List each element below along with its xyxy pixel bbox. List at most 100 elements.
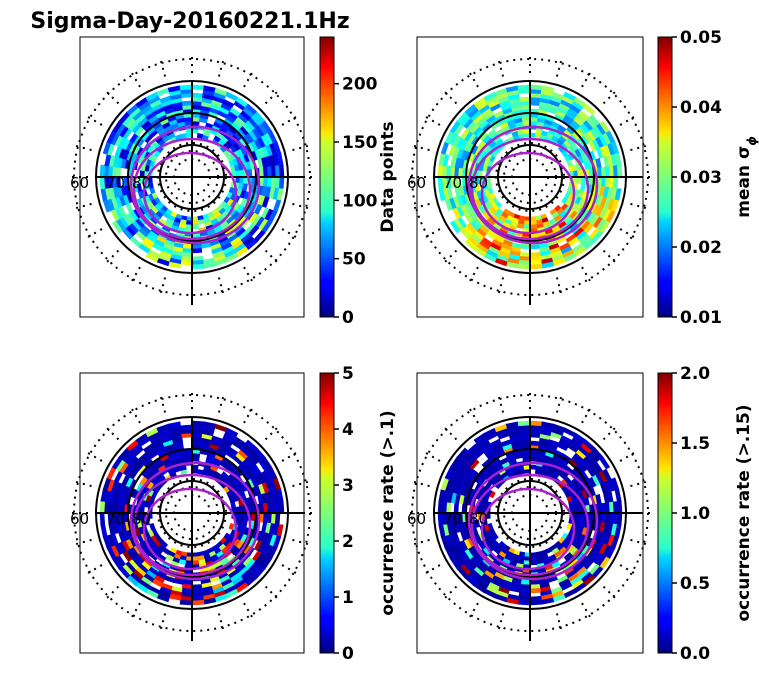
oval-contour-line <box>132 473 252 577</box>
radial-dotted-tick <box>217 394 225 413</box>
radial-dotted-tick <box>85 564 103 575</box>
heatmap-cell <box>456 447 469 460</box>
radial-dotted-tick <box>292 144 311 152</box>
radial-dotted-tick <box>292 480 311 488</box>
colorbar-tick-label: 0 <box>342 308 354 328</box>
radial-dotted-tick <box>292 202 311 210</box>
latitude-label: 60 <box>70 510 89 528</box>
latitude-label: 80 <box>469 174 488 192</box>
radial-dotted-tick <box>555 277 563 296</box>
radial-dotted-tick <box>581 406 592 424</box>
heatmap-cell <box>191 599 205 606</box>
colorbar-tick-label: 5 <box>342 364 354 384</box>
radial-dotted-tick <box>423 228 441 239</box>
oval-contours <box>129 125 261 245</box>
colorbar-tick-label: 1 <box>342 588 354 608</box>
radial-dotted-tick <box>581 266 592 284</box>
heatmap-cell <box>616 164 623 178</box>
radial-dotted-tick <box>264 585 279 600</box>
heatmap-cell <box>191 84 205 91</box>
radial-dotted-tick <box>411 480 430 488</box>
radial-dotted-tick <box>619 451 637 462</box>
colorbar-tick-label: 2.0 <box>680 364 710 384</box>
heatmap-cell <box>99 176 106 190</box>
radial-dotted-tick <box>411 144 430 152</box>
radial-dotted-tick <box>497 613 505 632</box>
heatmap-cell <box>517 599 531 606</box>
heatmap-cell <box>278 176 285 190</box>
heatmap-cell <box>529 244 540 250</box>
radial-dotted-tick <box>411 538 430 546</box>
colorbar-tick-label: 2 <box>342 532 354 552</box>
radial-dotted-tick <box>581 602 592 620</box>
colorbar-gradient <box>657 36 673 318</box>
colorbar-label: mean σϕ <box>734 136 759 218</box>
colorbar-label: occurrence rate (>.1) <box>378 410 398 615</box>
figure-title: Sigma-Day-20160221.1Hz <box>30 9 349 34</box>
colorbar-tick-label: 0.0 <box>680 644 710 664</box>
oval-contour-line <box>480 487 576 571</box>
oval-contours <box>129 461 261 581</box>
radial-dotted-tick <box>159 277 167 296</box>
colorbar-tick-label: 1.5 <box>680 434 710 454</box>
radial-dotted-tick <box>73 202 92 210</box>
colorbar-tick-label: 0.01 <box>680 308 722 328</box>
radial-dotted-tick <box>292 538 311 546</box>
colorbar-gradient <box>657 372 673 654</box>
polar-panel-4: 60 70 80 0.0 0.5 1.0 1.5 2.0 occurrence rate (>.… <box>407 364 754 664</box>
radial-dotted-tick <box>130 602 141 620</box>
radial-dotted-tick <box>630 202 649 210</box>
radial-dotted-tick <box>423 451 441 462</box>
solid-grid <box>95 416 304 641</box>
latitude-label: 70 <box>443 510 462 528</box>
heatmap-cell <box>517 263 531 270</box>
radial-dotted-tick <box>73 538 92 546</box>
latitude-label: 60 <box>407 174 426 192</box>
radial-dotted-tick <box>217 277 225 296</box>
radial-dotted-tick <box>130 70 141 88</box>
radial-dotted-tick <box>243 602 254 620</box>
colorbar-tick-label: 50 <box>342 250 366 270</box>
heatmap-cell <box>111 220 123 234</box>
heatmap-cell <box>191 248 203 254</box>
radial-dotted-tick <box>281 228 299 239</box>
heatmap-cell <box>599 456 611 470</box>
heatmap-cell <box>191 224 200 230</box>
colorbar-tick-label: 3 <box>342 476 354 496</box>
colorbar-tick-label: 150 <box>342 133 378 153</box>
radial-dotted-tick <box>130 266 141 284</box>
heatmap-cell <box>616 500 623 514</box>
radial-dotted-tick <box>602 90 617 105</box>
radial-dotted-tick <box>630 144 649 152</box>
heatmap-cell <box>517 84 531 91</box>
colorbar-label: Data points <box>378 121 398 232</box>
radial-dotted-tick <box>619 564 637 575</box>
heatmap-cell <box>274 512 281 525</box>
radial-dotted-tick <box>555 613 563 632</box>
heatmap-cells <box>437 84 623 270</box>
latitude-label: 70 <box>443 174 462 192</box>
oval-contour-line <box>467 125 599 245</box>
colorbar-tick-label: 0.5 <box>680 574 710 594</box>
radial-dotted-tick <box>555 58 563 77</box>
radial-dotted-tick <box>159 394 167 413</box>
radial-dotted-tick <box>159 613 167 632</box>
oval-contour-line <box>129 125 261 245</box>
heatmap-cell <box>520 244 531 250</box>
radial-dotted-tick <box>497 394 505 413</box>
radial-dotted-tick <box>423 115 441 126</box>
radial-dotted-tick <box>264 426 279 441</box>
colorbar-gradient <box>319 36 335 318</box>
radial-dotted-tick <box>497 58 505 77</box>
colorbar-label-subscript: ϕ <box>745 136 759 146</box>
heatmap-cell <box>529 420 543 427</box>
oval-contour-line <box>129 461 261 581</box>
heatmap-cell <box>541 85 555 93</box>
oval-contour-line <box>142 151 238 235</box>
solid-grid <box>433 416 642 641</box>
colorbar-tick-label: 200 <box>342 75 378 95</box>
colorbar-tick-label: 0 <box>342 644 354 664</box>
heatmap-cell <box>529 263 543 270</box>
radial-dotted-tick <box>73 144 92 152</box>
radial-dotted-tick <box>105 585 120 600</box>
